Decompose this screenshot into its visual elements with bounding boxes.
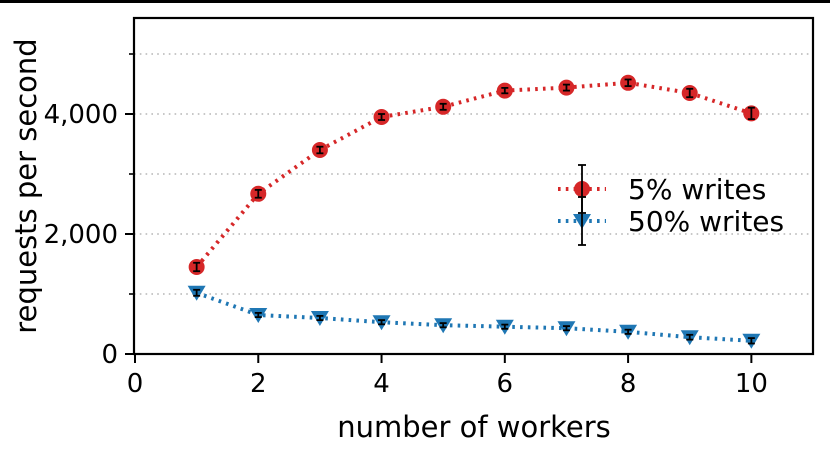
x-tick-label: 0 [127, 369, 144, 399]
x-tick-label: 4 [373, 369, 390, 399]
error-bar [378, 319, 386, 326]
error-bar [562, 325, 570, 332]
y-tick-label: 2,000 [44, 220, 118, 250]
series-line [195, 80, 752, 269]
x-tick-label: 6 [497, 369, 514, 399]
error-bar [193, 261, 201, 273]
top-rule [0, 0, 830, 3]
error-bar [254, 311, 262, 319]
error-bar [254, 188, 262, 199]
error-bar [439, 322, 447, 329]
x-axis-label: number of workers [337, 410, 611, 444]
x-tick-label: 2 [250, 369, 267, 399]
plot-border [132, 16, 815, 356]
data-series [187, 74, 761, 349]
error-bar [193, 288, 201, 297]
legend-entry: 50% writes [558, 196, 784, 246]
legend-label: 5% writes [628, 173, 766, 206]
axes [125, 16, 815, 363]
series-line [195, 290, 752, 343]
error-bar [378, 113, 386, 121]
y-tick-label: 4,000 [44, 100, 118, 130]
series-50-writes [187, 285, 761, 349]
error-bar [316, 145, 324, 155]
error-bar [624, 328, 632, 335]
series-5-writes [188, 74, 760, 275]
error-bar [747, 337, 755, 345]
error-bar [439, 102, 447, 111]
legend-entry: 5% writes [558, 164, 766, 214]
x-tick-label: 8 [620, 369, 637, 399]
error-bar [624, 78, 632, 87]
tick-labels: 0 2 4 6 8 10 0 2,000 4,000 [44, 100, 768, 399]
x-tick-label: 10 [735, 369, 768, 399]
legend-label: 50% writes [628, 205, 784, 238]
error-bar [686, 333, 694, 341]
error-bar [501, 323, 509, 330]
y-tick-label: 0 [101, 340, 118, 370]
error-bar [747, 106, 755, 120]
error-bar [686, 87, 694, 99]
error-bar [316, 314, 324, 322]
error-bar [562, 83, 570, 92]
y-axis-label: requests per second [9, 38, 43, 333]
error-bar [501, 87, 509, 95]
